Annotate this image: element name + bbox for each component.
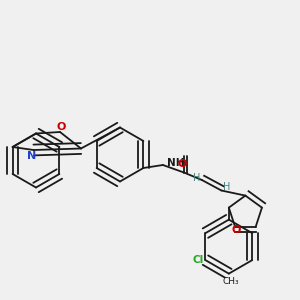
Text: N: N [28,151,37,161]
Text: Cl: Cl [192,255,204,265]
Text: H: H [223,182,230,192]
Text: O: O [178,158,187,169]
Text: H: H [193,172,200,183]
Text: O: O [57,122,66,133]
Text: CH₃: CH₃ [222,277,238,286]
Text: NH: NH [167,158,185,168]
Text: O: O [232,225,241,235]
